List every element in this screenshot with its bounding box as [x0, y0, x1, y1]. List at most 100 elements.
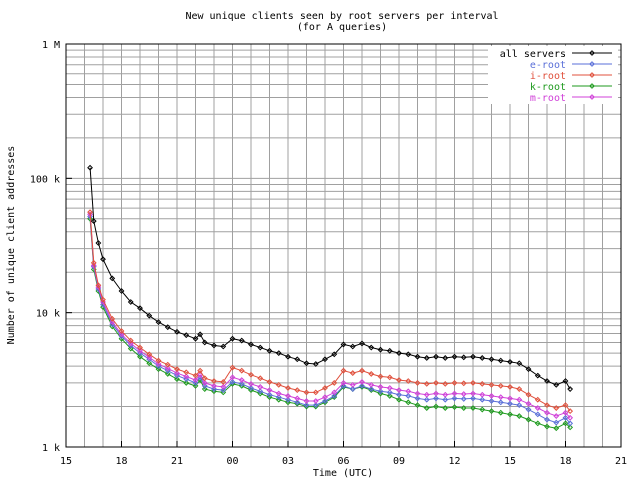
data-point	[414, 353, 421, 360]
data-point	[257, 390, 264, 397]
data-point	[322, 385, 328, 391]
data-point	[95, 282, 102, 289]
data-point	[405, 399, 412, 406]
data-point	[312, 361, 319, 367]
data-point	[567, 386, 574, 392]
data-point	[294, 399, 301, 406]
data-point	[257, 388, 264, 395]
data-point	[507, 358, 513, 365]
data-point	[100, 304, 106, 311]
data-point	[192, 372, 199, 379]
data-point	[201, 339, 208, 346]
data-point	[303, 360, 310, 367]
data-point	[275, 390, 282, 397]
data-point	[553, 381, 560, 388]
data-point	[303, 389, 310, 396]
data-point	[95, 240, 102, 246]
data-point	[174, 366, 180, 373]
data-point	[386, 374, 393, 381]
data-point	[294, 356, 301, 363]
data-point	[266, 347, 273, 354]
data-point	[567, 414, 574, 421]
data-point	[183, 379, 190, 386]
data-point	[368, 371, 375, 377]
data-point	[516, 386, 523, 392]
legend-item: all servers	[500, 49, 612, 60]
data-point	[285, 353, 291, 360]
data-point	[516, 402, 523, 409]
data-point	[525, 406, 532, 413]
data-point	[405, 388, 412, 395]
data-point	[386, 385, 393, 391]
data-point	[183, 376, 190, 383]
legend-label: m-root	[530, 93, 566, 104]
data-point	[451, 353, 458, 360]
plot-frame	[65, 43, 622, 448]
data-point	[553, 413, 560, 419]
data-point	[460, 405, 467, 411]
data-point	[377, 373, 384, 380]
data-point	[90, 259, 97, 266]
data-point	[433, 403, 439, 410]
data-point	[164, 365, 171, 372]
data-point	[359, 340, 365, 347]
data-point	[479, 380, 486, 387]
y-tick-label: 100 k	[30, 174, 60, 185]
legend-item: i-root	[530, 71, 612, 82]
data-point	[470, 379, 476, 386]
data-point	[197, 331, 204, 338]
series-layer	[87, 164, 574, 432]
data-point	[423, 396, 430, 403]
data-point	[192, 379, 199, 386]
data-point	[220, 343, 227, 350]
data-point	[470, 353, 476, 360]
data-point	[220, 387, 227, 394]
legend-label: all servers	[500, 49, 566, 60]
data-point	[248, 380, 254, 387]
data-point	[285, 396, 291, 403]
data-point	[322, 394, 328, 401]
data-point	[87, 209, 93, 216]
data-point	[553, 419, 560, 426]
x-tick-label: 00	[226, 456, 238, 467]
data-point	[87, 164, 93, 171]
y-tick-label: 1 k	[42, 443, 60, 454]
legend-item: e-root	[530, 60, 612, 71]
data-point	[340, 367, 347, 374]
data-point	[567, 424, 574, 431]
data-point	[377, 384, 384, 390]
data-point	[386, 389, 393, 396]
data-point	[322, 356, 328, 363]
data-point	[248, 341, 254, 348]
data-point	[118, 288, 125, 294]
data-point	[488, 381, 495, 388]
data-point	[174, 372, 180, 379]
data-point	[414, 395, 421, 402]
data-point	[211, 388, 217, 395]
data-point	[534, 420, 541, 427]
data-point	[340, 382, 347, 389]
x-tick-label: 15	[504, 456, 516, 467]
data-point	[257, 344, 264, 351]
data-point	[238, 337, 245, 344]
data-point	[544, 423, 550, 430]
data-point	[349, 381, 356, 388]
data-point	[377, 390, 384, 397]
data-point	[377, 388, 384, 395]
data-point	[507, 411, 513, 418]
series-all-servers	[87, 164, 574, 392]
data-point	[423, 391, 430, 398]
data-point	[525, 391, 532, 398]
grid	[65, 44, 622, 448]
data-point	[100, 301, 106, 308]
data-point	[285, 399, 291, 406]
data-point	[516, 360, 523, 367]
data-point	[368, 344, 375, 351]
data-point	[257, 384, 264, 390]
data-point	[460, 396, 467, 402]
data-point	[442, 391, 449, 398]
data-point	[183, 373, 190, 380]
data-point	[303, 398, 310, 404]
data-point	[127, 345, 134, 352]
x-tick-label: 12	[448, 456, 460, 467]
